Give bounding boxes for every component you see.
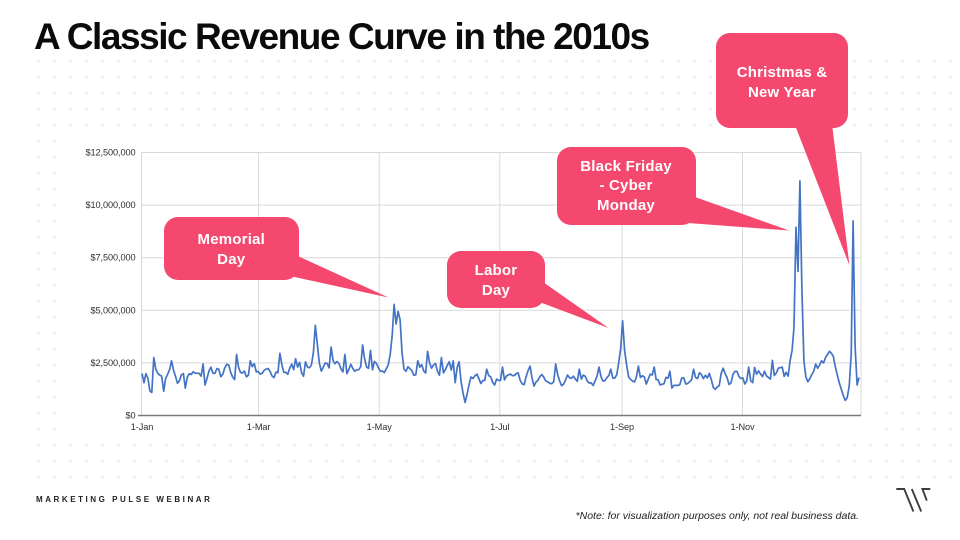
svg-text:1-Sep: 1-Sep [610,422,634,432]
svg-text:1-Nov: 1-Nov [730,422,755,432]
svg-text:$2,500,000: $2,500,000 [91,358,136,368]
svg-text:1-Jan: 1-Jan [131,422,153,432]
svg-text:$10,000,000: $10,000,000 [86,200,136,210]
svg-text:1-May: 1-May [367,422,393,432]
svg-text:1-Jul: 1-Jul [490,422,509,432]
svg-text:$7,500,000: $7,500,000 [91,253,136,263]
svg-text:$5,000,000: $5,000,000 [91,305,136,315]
svg-text:1-Mar: 1-Mar [247,422,271,432]
svg-text:$0: $0 [125,411,135,421]
svg-text:$12,500,000: $12,500,000 [86,148,136,158]
